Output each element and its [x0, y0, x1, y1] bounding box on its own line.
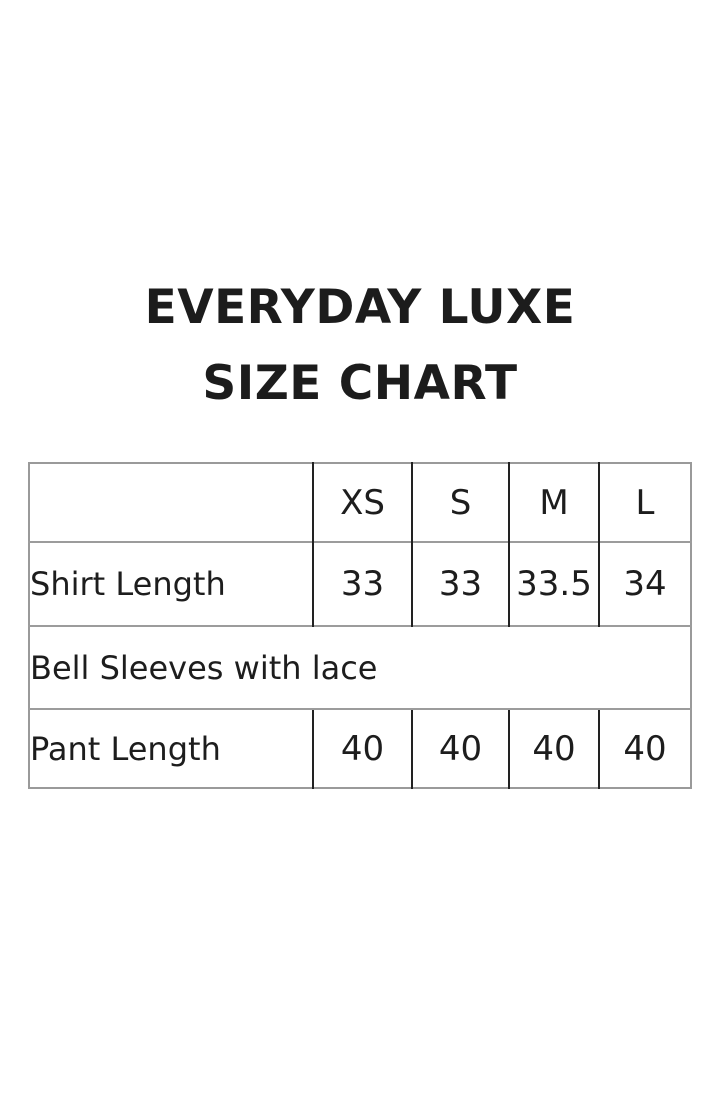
size-chart-table: XS S M L Shirt Length 33 33 33.5 34 Bell…: [28, 462, 692, 789]
page-title: EVERYDAY LUXE SIZE CHART: [0, 270, 720, 422]
table-row-bell-sleeves: Bell Sleeves with lace: [29, 625, 691, 709]
shirt-length-xs-value: 33: [312, 541, 412, 626]
column-header-s: S: [411, 463, 509, 542]
table-row-pant-length: Pant Length 40 40 40 40: [29, 708, 691, 788]
title-line-1: EVERYDAY LUXE: [144, 280, 576, 335]
pant-length-l-value: 40: [598, 708, 691, 788]
column-header-m: M: [508, 463, 599, 542]
shirt-length-l-value: 34: [598, 541, 691, 626]
table-row-shirt-length: Shirt Length 33 33 33.5 34: [29, 541, 691, 626]
column-header-xs: XS: [312, 463, 412, 542]
pant-length-m-value: 40: [508, 708, 599, 788]
row-label-shirt-length: Shirt Length: [29, 541, 313, 626]
pant-length-s-value: 40: [411, 708, 509, 788]
title-line-2: SIZE CHART: [202, 356, 518, 411]
shirt-length-m-value: 33.5: [508, 541, 599, 626]
header-blank-cell: [29, 463, 313, 542]
row-label-bell-sleeves: Bell Sleeves with lace: [29, 625, 691, 709]
row-label-pant-length: Pant Length: [29, 708, 313, 788]
pant-length-xs-value: 40: [312, 708, 412, 788]
header-row: XS S M L: [29, 463, 691, 542]
shirt-length-s-value: 33: [411, 541, 509, 626]
column-header-l: L: [598, 463, 691, 542]
